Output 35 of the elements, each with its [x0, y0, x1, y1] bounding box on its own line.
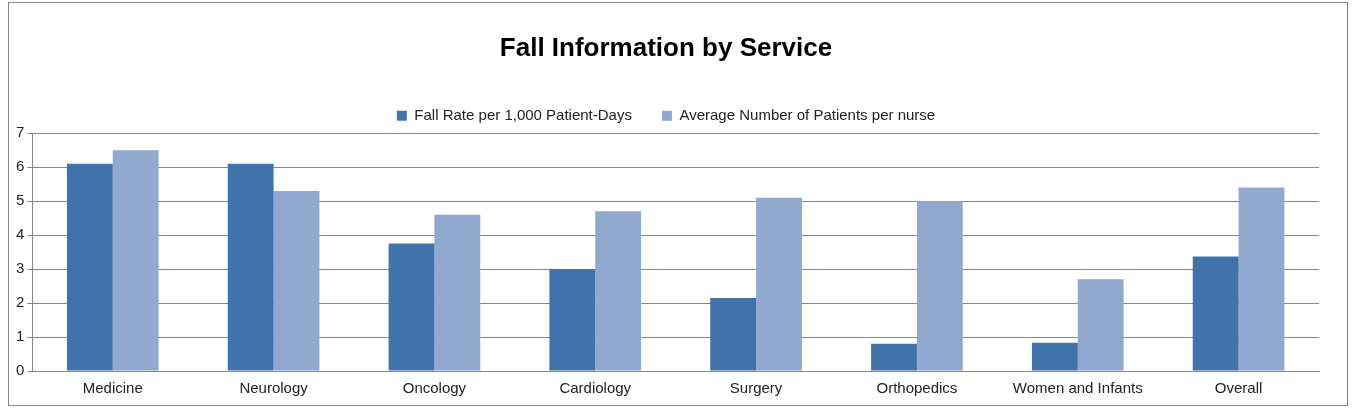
x-tick-label: Orthopedics [876, 379, 958, 397]
y-tick-label: 4 [16, 225, 25, 243]
bar [756, 197, 802, 371]
bar [916, 201, 963, 371]
x-tick-label: Women and Infants [1012, 379, 1143, 397]
bar [388, 243, 435, 371]
x-tick-label: Neurology [239, 379, 309, 397]
bar [66, 163, 113, 371]
x-tick-label: Surgery [729, 379, 783, 397]
bar [871, 343, 917, 371]
bar [112, 150, 159, 371]
bar [1238, 187, 1285, 371]
y-tick-label: 2 [16, 293, 25, 311]
bar [1192, 256, 1239, 371]
y-tick-label: 0 [16, 361, 25, 379]
bar [595, 211, 642, 371]
bar [1077, 279, 1124, 371]
bar [1031, 342, 1078, 371]
legend-label: Fall Rate per 1,000 Patient-Days [414, 105, 632, 123]
y-tick-label: 6 [16, 157, 25, 175]
bar [227, 163, 274, 371]
chart-title: Fall Information by Service [499, 31, 833, 62]
bar [549, 269, 596, 371]
x-tick-label: Oncology [402, 379, 467, 397]
bar [273, 190, 320, 371]
x-tick-label: Medicine [82, 379, 143, 397]
y-tick-label: 1 [16, 327, 25, 345]
y-tick-label: 5 [16, 191, 25, 209]
y-tick-label: 7 [16, 123, 25, 141]
bar [434, 214, 481, 371]
bar [710, 297, 757, 371]
x-tick-label: Overall [1214, 379, 1263, 397]
y-tick-label: 3 [16, 259, 25, 277]
x-tick-label: Cardiology [559, 379, 632, 397]
legend-label: Average Number of Patients per nurse [679, 105, 936, 123]
